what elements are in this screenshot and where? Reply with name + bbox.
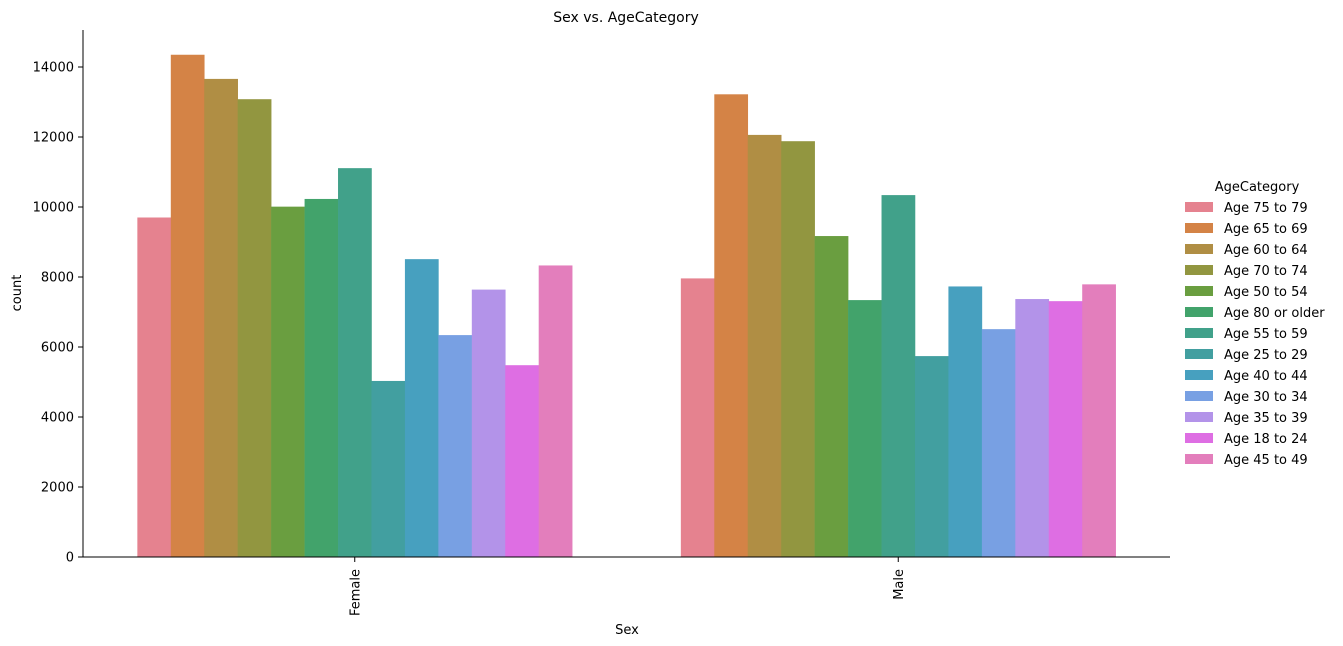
x-tick-label: Female	[348, 569, 363, 616]
bar	[680, 278, 715, 557]
x-tick-label: Male	[892, 569, 907, 600]
legend-swatch	[1185, 370, 1213, 380]
bar	[471, 289, 506, 557]
legend-label: Age 55 to 59	[1224, 327, 1308, 342]
bar	[981, 329, 1016, 557]
legend-label: Age 80 or older	[1224, 306, 1325, 321]
legend-label: Age 45 to 49	[1224, 453, 1308, 468]
legend-swatch	[1185, 286, 1213, 296]
bar	[404, 259, 439, 557]
legend-label: Age 18 to 24	[1224, 432, 1308, 447]
bar	[271, 206, 305, 557]
bar	[170, 54, 205, 557]
bar	[714, 94, 749, 558]
legend-swatch	[1185, 328, 1213, 338]
legend-label: Age 25 to 29	[1224, 348, 1308, 363]
legend-swatch	[1185, 223, 1213, 233]
bar	[204, 78, 238, 558]
y-tick-label: 2000	[41, 481, 74, 496]
bar	[781, 141, 815, 557]
legend-label: Age 35 to 39	[1224, 411, 1308, 426]
y-tick-label: 6000	[41, 341, 74, 356]
x-axis-label: Sex	[615, 623, 639, 638]
bar	[137, 217, 172, 557]
legend-swatch	[1185, 433, 1213, 443]
y-tick-label: 10000	[33, 201, 74, 216]
y-tick-label: 12000	[33, 131, 74, 146]
legend-label: Age 30 to 34	[1224, 390, 1308, 405]
bar	[1015, 299, 1050, 557]
bar	[237, 99, 272, 557]
bar	[538, 265, 573, 557]
x-ticks: Female Male	[348, 557, 907, 616]
y-tick-label: 8000	[41, 271, 74, 286]
legend-swatch	[1185, 244, 1213, 254]
bar	[1048, 301, 1083, 557]
bar	[505, 365, 540, 557]
legend-swatch	[1185, 265, 1213, 275]
legend-swatch	[1185, 307, 1213, 317]
bar	[338, 168, 372, 557]
bar	[1082, 284, 1116, 557]
bar	[747, 134, 782, 557]
legend-swatch	[1185, 391, 1213, 401]
bar	[371, 380, 406, 557]
legend-label: Age 50 to 54	[1224, 285, 1308, 300]
legend-label: Age 65 to 69	[1224, 222, 1308, 237]
bar	[304, 198, 339, 557]
y-tick-label: 4000	[41, 411, 74, 426]
y-ticks: 0 2000 4000 6000 8000 10000 12000 14000	[33, 61, 83, 566]
bars-group	[137, 54, 1116, 558]
bar	[814, 236, 849, 558]
bar	[914, 356, 949, 557]
legend-label: Age 60 to 64	[1224, 243, 1308, 258]
y-tick-label: 14000	[33, 61, 74, 76]
legend: AgeCategory Age 75 to 79 Age 65 to 69 Age …	[1185, 180, 1325, 468]
legend-swatch	[1185, 202, 1213, 212]
legend-label: Age 75 to 79	[1224, 201, 1308, 216]
bar	[848, 300, 882, 557]
legend-swatch	[1185, 454, 1213, 464]
chart-title: Sex vs. AgeCategory	[553, 10, 699, 26]
legend-swatch	[1185, 412, 1213, 422]
legend-title: AgeCategory	[1215, 180, 1300, 195]
bar	[948, 286, 983, 557]
bar	[438, 335, 473, 557]
legend-label: Age 40 to 44	[1224, 369, 1308, 384]
bar	[881, 195, 916, 557]
legend-label: Age 70 to 74	[1224, 264, 1308, 279]
y-tick-label: 0	[66, 551, 74, 566]
legend-swatch	[1185, 349, 1213, 359]
y-axis-label: count	[10, 275, 25, 312]
